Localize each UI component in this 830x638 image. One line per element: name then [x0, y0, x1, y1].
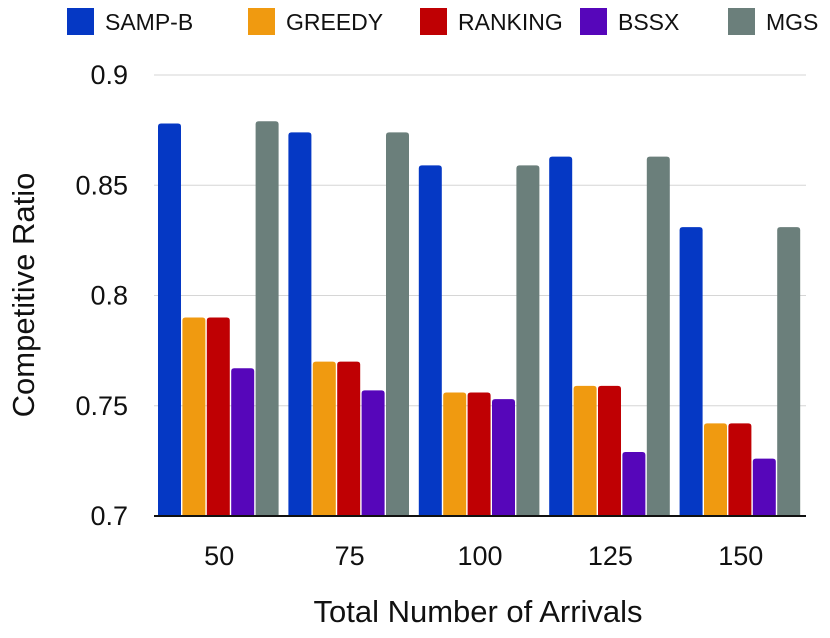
bar-samp-b-100: [418, 165, 442, 516]
x-tick-label: 75: [335, 541, 365, 571]
bar-greedy-100: [443, 392, 467, 516]
legend-swatch-ranking: [420, 8, 447, 35]
bars: [158, 121, 801, 517]
y-tick-label: 0.9: [90, 60, 128, 90]
bar-ranking-125: [598, 385, 621, 516]
legend-swatch-bssx: [580, 8, 607, 35]
bar-mgs-125: [646, 156, 670, 516]
bar-greedy-75: [312, 361, 336, 516]
bar-samp-b-75: [288, 132, 312, 516]
x-axis-ticks: 50 75 100 125 150: [204, 541, 763, 571]
gridlines: [154, 74, 806, 407]
bar-mgs-150: [777, 227, 801, 516]
bar-bssx-75: [361, 390, 385, 516]
x-tick-label: 150: [718, 541, 763, 571]
legend-label-mgs: MGS: [766, 9, 818, 35]
bar-samp-b-150: [679, 227, 703, 516]
legend-label-greedy: GREEDY: [286, 9, 383, 35]
y-tick-label: 0.8: [90, 281, 128, 311]
bar-ranking-150: [728, 423, 752, 516]
y-tick-label: 0.7: [90, 501, 128, 531]
x-axis-title: Total Number of Arrivals: [313, 594, 642, 629]
x-tick-label: 100: [457, 541, 502, 571]
bar-bssx-100: [492, 399, 515, 516]
bar-samp-b-50: [158, 123, 181, 516]
bar-mgs-75: [386, 132, 409, 516]
y-axis-title: Competitive Ratio: [6, 173, 41, 418]
y-axis-ticks: 0.7 0.75 0.8 0.85 0.9: [75, 60, 128, 531]
bar-bssx-150: [752, 458, 776, 516]
legend-swatch-samp-b: [67, 8, 94, 35]
legend-swatch-greedy: [248, 8, 275, 35]
bar-greedy-50: [182, 317, 206, 516]
x-tick-label: 125: [588, 541, 633, 571]
bar-greedy-125: [573, 385, 597, 516]
y-tick-label: 0.85: [75, 170, 128, 200]
bar-ranking-50: [206, 317, 230, 516]
bar-bssx-125: [622, 452, 646, 516]
bar-samp-b-125: [549, 156, 573, 516]
y-tick-label: 0.75: [75, 391, 128, 421]
legend: SAMP-B GREEDY RANKING BSSX MGS: [67, 8, 818, 35]
legend-label-bssx: BSSX: [618, 9, 679, 35]
legend-label-ranking: RANKING: [458, 9, 563, 35]
x-tick-label: 50: [204, 541, 234, 571]
bar-mgs-50: [255, 121, 279, 517]
bar-ranking-75: [337, 361, 361, 516]
legend-swatch-mgs: [728, 8, 755, 35]
bar-ranking-100: [467, 392, 491, 516]
bar-mgs-100: [516, 165, 540, 516]
legend-label-samp-b: SAMP-B: [105, 9, 193, 35]
bar-bssx-50: [231, 368, 255, 516]
bar-greedy-150: [704, 423, 727, 516]
